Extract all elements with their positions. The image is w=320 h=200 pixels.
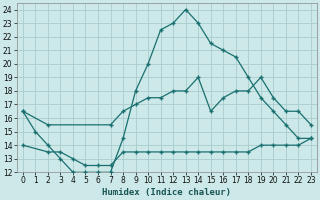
X-axis label: Humidex (Indice chaleur): Humidex (Indice chaleur): [102, 188, 231, 197]
